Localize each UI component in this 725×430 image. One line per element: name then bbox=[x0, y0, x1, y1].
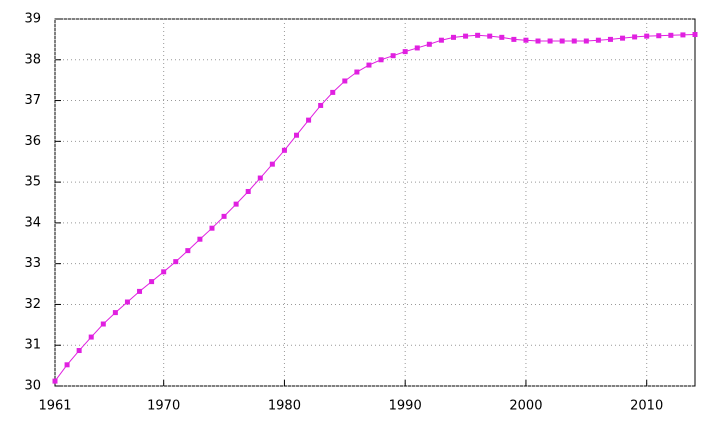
x-tick-label: 2000 bbox=[509, 399, 542, 414]
data-point bbox=[463, 33, 469, 39]
data-point bbox=[306, 117, 312, 123]
data-point bbox=[342, 78, 348, 84]
data-point bbox=[535, 38, 541, 44]
x-tick-label: 1961 bbox=[38, 399, 71, 414]
y-tick-label: 38 bbox=[24, 52, 41, 67]
data-point bbox=[583, 38, 589, 44]
data-point bbox=[607, 36, 613, 42]
data-point bbox=[124, 299, 130, 305]
data-point bbox=[173, 259, 179, 265]
x-tick-label: 1990 bbox=[389, 399, 422, 414]
data-point bbox=[632, 34, 638, 40]
x-tick-label: 1980 bbox=[268, 399, 301, 414]
plot-frame bbox=[54, 18, 696, 387]
data-point bbox=[149, 279, 155, 285]
data-point bbox=[378, 57, 384, 63]
data-point bbox=[281, 147, 287, 153]
data-point bbox=[450, 34, 456, 40]
data-point bbox=[595, 37, 601, 43]
data-point bbox=[644, 33, 650, 39]
data-point bbox=[137, 288, 143, 294]
data-point bbox=[330, 89, 336, 95]
data-point bbox=[656, 33, 662, 39]
y-tick-label: 32 bbox=[24, 297, 41, 312]
data-point bbox=[692, 31, 698, 37]
data-point bbox=[390, 53, 396, 59]
data-point bbox=[680, 32, 686, 38]
x-tick-label: 1970 bbox=[147, 399, 180, 414]
data-point bbox=[366, 62, 372, 68]
data-point bbox=[438, 37, 444, 43]
data-point bbox=[233, 201, 239, 207]
data-point bbox=[257, 175, 263, 181]
data-point bbox=[402, 49, 408, 55]
data-point bbox=[426, 41, 432, 47]
data-point bbox=[221, 213, 227, 219]
data-point bbox=[354, 69, 360, 75]
data-line bbox=[54, 33, 696, 382]
y-tick-label: 39 bbox=[24, 12, 41, 27]
data-point bbox=[64, 362, 70, 368]
data-point bbox=[76, 348, 82, 354]
data-point bbox=[668, 32, 674, 38]
y-tick-label: 34 bbox=[24, 215, 41, 230]
data-point bbox=[209, 225, 215, 231]
data-point bbox=[523, 37, 529, 43]
data-point bbox=[487, 33, 493, 39]
data-point bbox=[620, 35, 626, 41]
data-point bbox=[559, 38, 565, 44]
data-point bbox=[161, 269, 167, 275]
y-tick-label: 36 bbox=[24, 134, 41, 149]
data-point bbox=[100, 321, 106, 327]
x-tick-label: 2010 bbox=[630, 399, 663, 414]
data-point bbox=[112, 310, 118, 316]
y-tick-label: 30 bbox=[24, 379, 41, 394]
data-point bbox=[475, 32, 481, 38]
data-point bbox=[499, 34, 505, 40]
data-point bbox=[414, 45, 420, 51]
data-point bbox=[294, 132, 300, 138]
y-tick-label: 35 bbox=[24, 175, 41, 190]
data-point bbox=[511, 36, 517, 42]
data-point bbox=[269, 161, 275, 167]
y-tick-label: 31 bbox=[24, 338, 41, 353]
data-point bbox=[547, 38, 553, 44]
y-tick-label: 33 bbox=[24, 256, 41, 271]
data-point bbox=[88, 334, 94, 340]
data-point bbox=[318, 102, 324, 108]
data-point bbox=[245, 188, 251, 194]
data-point bbox=[197, 236, 203, 242]
data-point bbox=[185, 248, 191, 254]
data-point bbox=[52, 378, 58, 384]
data-point bbox=[571, 38, 577, 44]
y-tick-label: 37 bbox=[24, 93, 41, 108]
